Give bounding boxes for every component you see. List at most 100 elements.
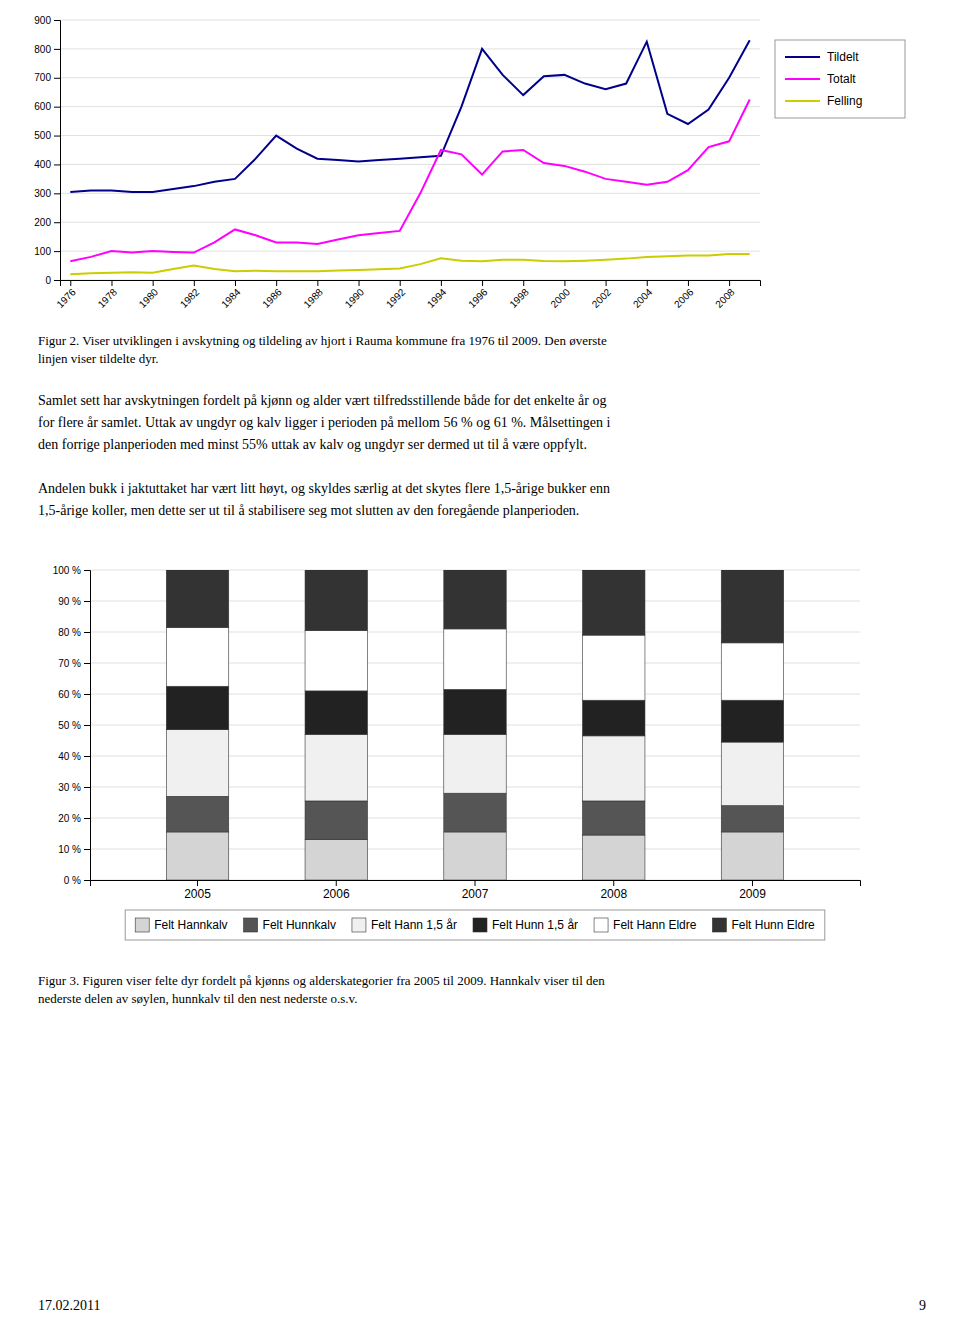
x-tick-label: 1994 xyxy=(425,286,449,310)
x-tick-mark xyxy=(482,280,483,286)
bar xyxy=(721,570,783,643)
bar xyxy=(305,570,367,630)
x-tick: 1978 xyxy=(96,280,120,310)
bar xyxy=(583,570,645,635)
x-tick-label: 2005 xyxy=(184,887,211,901)
bar xyxy=(166,627,228,686)
y-tick: 0 xyxy=(45,275,60,286)
x-tick-label: 2006 xyxy=(323,887,350,901)
bar-series xyxy=(166,570,783,643)
legend-item: Felt Hunnkalv xyxy=(244,918,336,932)
legend-label: Felt Hann Eldre xyxy=(613,918,697,932)
annotation: den forrige planperioden med minst 55% u… xyxy=(38,437,587,452)
y-tick-label: 700 xyxy=(34,72,51,83)
bar xyxy=(583,801,645,835)
x-axis-line xyxy=(91,881,861,887)
bar-series xyxy=(166,627,783,700)
bar xyxy=(444,734,506,793)
grid xyxy=(60,20,760,280)
y-tick-label: 600 xyxy=(34,101,51,112)
y-tick-label: 60 % xyxy=(58,689,81,700)
x-tick: 2006 xyxy=(323,880,350,901)
legend-label: Tildelt xyxy=(827,50,859,64)
y-tick-mark xyxy=(54,280,60,281)
x-tick-mark xyxy=(70,280,71,286)
bar xyxy=(583,736,645,801)
y-tick-label: 100 xyxy=(34,246,51,257)
x-tick-mark xyxy=(400,280,401,286)
y-tick: 80 % xyxy=(58,627,90,638)
bar-series xyxy=(166,730,783,806)
y-tick: 300 xyxy=(34,188,60,199)
line-series xyxy=(70,254,749,274)
legend-item: Felt Hunn 1,5 år xyxy=(473,918,578,932)
annotation: Samlet sett har avskytningen fordelt på … xyxy=(38,393,606,408)
legend-swatch xyxy=(785,78,820,80)
x-tick-mark xyxy=(475,880,476,886)
y-tick: 700 xyxy=(34,72,60,83)
y-tick-mark xyxy=(84,787,90,788)
legend-label: Felt Hannkalv xyxy=(154,918,227,932)
y-tick: 500 xyxy=(34,130,60,141)
y-tick-label: 0 % xyxy=(64,875,81,886)
x-tick-label: 1992 xyxy=(384,286,408,310)
x-tick-mark xyxy=(276,280,277,286)
grid-line xyxy=(60,77,760,78)
legend-swatch xyxy=(785,56,820,58)
x-tick-label: 1980 xyxy=(137,286,161,310)
y-tick-mark xyxy=(54,49,60,50)
x-tick-mark xyxy=(523,280,524,286)
y-tick-mark xyxy=(54,164,60,165)
bar xyxy=(305,630,367,690)
x-tick: 2002 xyxy=(590,280,614,310)
y-tick-mark xyxy=(84,694,90,695)
x-tick-label: 1988 xyxy=(301,286,325,310)
x-tick-label: 1986 xyxy=(260,286,284,310)
x-tick: 1994 xyxy=(425,280,449,310)
x-tick-label: 2000 xyxy=(548,286,572,310)
annotation: 9 xyxy=(919,1298,926,1313)
y-tick-label: 800 xyxy=(34,44,51,55)
bar-series xyxy=(166,793,783,840)
legend-label: Felt Hann 1,5 år xyxy=(371,918,457,932)
x-tick-label: 2006 xyxy=(672,286,696,310)
y-tick-mark xyxy=(54,193,60,194)
y-tick-label: 40 % xyxy=(58,751,81,762)
bar-series xyxy=(166,686,783,742)
bar xyxy=(166,832,228,880)
grid-line xyxy=(60,222,760,223)
y-tick-mark xyxy=(84,601,90,602)
y-tick-mark xyxy=(84,849,90,850)
bar xyxy=(444,629,506,689)
y-tick: 400 xyxy=(34,159,60,170)
bar xyxy=(305,801,367,840)
y-tick-mark xyxy=(84,570,90,571)
annotation: linjen viser tildelte dyr. xyxy=(38,351,159,366)
bar xyxy=(444,793,506,832)
x-tick: 1980 xyxy=(137,280,161,310)
x-tick-mark xyxy=(606,280,607,286)
legend-swatch xyxy=(135,918,149,932)
bar xyxy=(583,700,645,736)
x-tick: 2000 xyxy=(548,280,572,310)
y-tick-mark xyxy=(54,136,60,137)
bar xyxy=(444,832,506,880)
y-tick-label: 50 % xyxy=(58,720,81,731)
x-tick-mark xyxy=(336,880,337,886)
x-tick-mark xyxy=(688,280,689,286)
line-series xyxy=(70,40,749,192)
legend-item: Felt Hann 1,5 år xyxy=(352,918,457,932)
x-tick-mark xyxy=(194,280,195,286)
grid-line xyxy=(60,106,760,107)
bar-series xyxy=(166,832,783,880)
y-tick-mark xyxy=(54,222,60,223)
x-tick-mark xyxy=(153,280,154,286)
x-tick: 1998 xyxy=(507,280,531,310)
x-tick-mark xyxy=(235,280,236,286)
x-tick-mark xyxy=(359,280,360,286)
y-tick-label: 500 xyxy=(34,130,51,141)
x-axis-line xyxy=(61,281,761,287)
x-tick-label: 2002 xyxy=(590,286,614,310)
legend-items: Felt Hannkalv Felt Hunnkalv Felt Hann 1,5 … xyxy=(135,918,815,932)
y-tick-label: 900 xyxy=(34,15,51,26)
